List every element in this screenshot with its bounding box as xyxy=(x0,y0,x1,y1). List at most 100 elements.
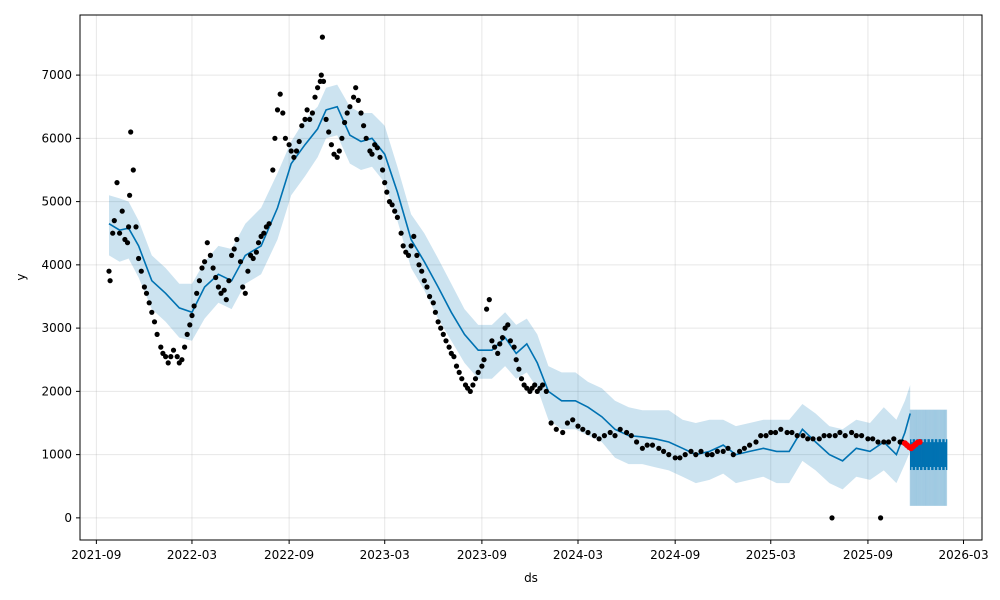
observed-point xyxy=(516,366,522,372)
x-tick-label: 2022-09 xyxy=(264,548,314,562)
observed-point xyxy=(704,452,711,458)
observed-point xyxy=(853,433,859,439)
observed-point xyxy=(253,249,259,255)
observed-point xyxy=(758,433,764,439)
observed-point xyxy=(451,354,457,360)
observed-point xyxy=(117,230,123,236)
observed-point xyxy=(693,452,699,458)
observed-point xyxy=(182,344,188,350)
observed-point xyxy=(753,439,759,445)
observed-point xyxy=(291,154,297,160)
observed-point xyxy=(296,138,302,145)
observed-point xyxy=(179,357,185,363)
observed-point xyxy=(382,180,388,186)
observed-point xyxy=(110,230,116,236)
observed-point xyxy=(274,107,281,113)
observed-point xyxy=(394,214,400,220)
observed-point xyxy=(331,151,337,157)
observed-point xyxy=(334,154,340,160)
observed-point xyxy=(747,442,753,448)
observed-point xyxy=(518,376,525,382)
observed-point xyxy=(226,278,232,284)
observed-point xyxy=(374,145,380,151)
observed-point xyxy=(163,354,169,360)
observed-point xyxy=(351,94,357,100)
observed-point xyxy=(492,344,498,350)
observed-point xyxy=(481,357,487,363)
observed-point xyxy=(143,290,150,296)
observed-point xyxy=(784,429,790,436)
observed-point xyxy=(484,306,490,312)
observed-point xyxy=(499,335,506,341)
observed-point xyxy=(507,338,513,344)
forecast-line xyxy=(108,105,911,462)
observed-point xyxy=(821,433,827,439)
observed-point xyxy=(229,252,235,258)
observed-point xyxy=(107,278,113,284)
observed-point xyxy=(470,382,476,388)
observed-point xyxy=(419,268,425,274)
observed-point xyxy=(111,218,117,224)
observed-point xyxy=(234,236,240,243)
observed-points-layer xyxy=(106,34,905,521)
observed-point xyxy=(377,154,383,160)
observed-point xyxy=(475,369,481,375)
observed-point xyxy=(210,265,216,271)
observed-point xyxy=(215,284,221,290)
observed-point xyxy=(158,344,164,350)
x-tick-label: 2025-09 xyxy=(843,548,893,562)
x-tick-label: 2023-03 xyxy=(360,548,410,562)
observed-point xyxy=(580,426,586,432)
observed-point xyxy=(293,148,300,154)
observed-point xyxy=(126,224,132,230)
observed-point xyxy=(794,433,800,439)
observed-point xyxy=(479,363,485,369)
y-tick-label: 3000 xyxy=(41,321,72,335)
observed-point xyxy=(511,344,517,350)
observed-point xyxy=(607,429,613,436)
observed-point xyxy=(875,439,881,445)
observed-point xyxy=(363,135,369,141)
observed-point xyxy=(778,426,784,432)
observed-point xyxy=(369,151,375,157)
observed-point xyxy=(149,309,155,315)
observed-point xyxy=(146,300,152,306)
y-tick-label: 4000 xyxy=(41,258,72,272)
observed-point xyxy=(261,230,267,236)
observed-point xyxy=(424,284,430,290)
observed-point xyxy=(456,369,462,375)
observed-point xyxy=(497,341,503,347)
observed-point xyxy=(336,148,342,154)
observed-point xyxy=(591,433,598,439)
observed-point xyxy=(644,442,650,448)
observed-point xyxy=(714,448,721,454)
observed-point xyxy=(326,129,332,135)
observed-point xyxy=(223,297,229,303)
observed-point xyxy=(124,240,131,246)
observed-point xyxy=(309,110,315,116)
observed-point xyxy=(328,142,334,148)
observed-point xyxy=(323,116,329,122)
uncertainty-band-layer xyxy=(109,84,911,490)
observed-point xyxy=(832,433,838,439)
observed-point xyxy=(189,312,195,319)
observed-point xyxy=(380,167,386,173)
observed-point xyxy=(789,429,795,436)
observed-point xyxy=(405,252,412,258)
observed-point xyxy=(891,436,897,442)
observed-point xyxy=(299,123,305,129)
observed-point xyxy=(553,426,559,432)
observed-point xyxy=(682,452,688,458)
observed-point xyxy=(446,344,452,350)
observed-point xyxy=(199,265,205,271)
observed-point xyxy=(543,388,549,394)
observed-point xyxy=(435,319,441,325)
observed-point xyxy=(763,433,769,439)
observed-point xyxy=(617,426,623,432)
observed-point xyxy=(698,448,704,454)
observed-point xyxy=(392,208,398,214)
y-axis-label: y xyxy=(14,273,28,280)
observed-point xyxy=(772,429,779,436)
observed-point xyxy=(204,240,210,246)
observed-point xyxy=(805,436,811,442)
